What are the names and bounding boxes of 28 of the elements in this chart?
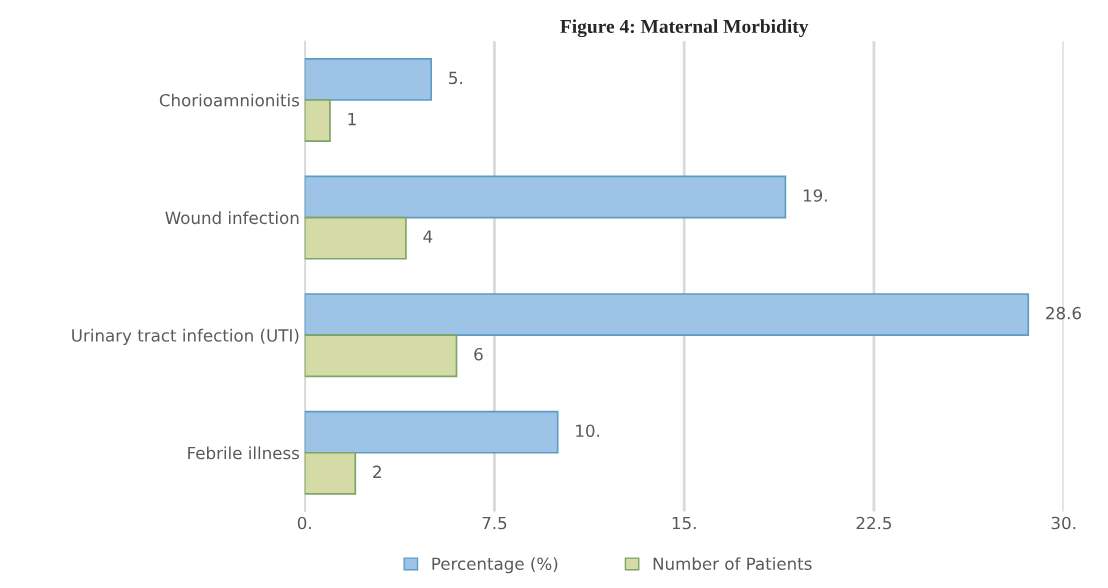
y-tick-label: Febrile illness [188,446,300,460]
data-label: 28.6 [1046,306,1081,320]
y-tick-label: Wound infection [165,211,299,225]
bar [304,451,357,495]
y-tick-label: Urinary tract infection (UTI) [72,328,299,345]
bar [304,216,407,260]
data-label: 5. [449,71,462,85]
x-tick-label: 7.5 [482,516,507,530]
bar [304,175,787,219]
data-label: 6 [474,347,483,361]
bar [304,410,559,454]
data-label: 4 [423,230,433,243]
data-label: 19. [803,189,827,202]
x-tick-label: 22.5 [856,516,892,530]
x-tick-label: 15. [672,516,696,530]
x-tick-label: 0. [297,516,311,530]
chart-title: Figure 4: Maternal Morbidity [560,19,809,38]
data-label: 10. [576,424,600,438]
x-tick-label: 30. [1051,516,1076,530]
legend-label: Percentage (%) [432,557,558,574]
bar [304,293,1030,336]
bar [304,334,458,378]
legend-label: Number of Patients [653,557,812,571]
y-tick-label: Chorioamnionitis [159,93,300,107]
bar [304,99,331,142]
data-label: 2 [373,465,381,478]
bar [304,57,433,101]
data-label: 1 [348,112,356,126]
